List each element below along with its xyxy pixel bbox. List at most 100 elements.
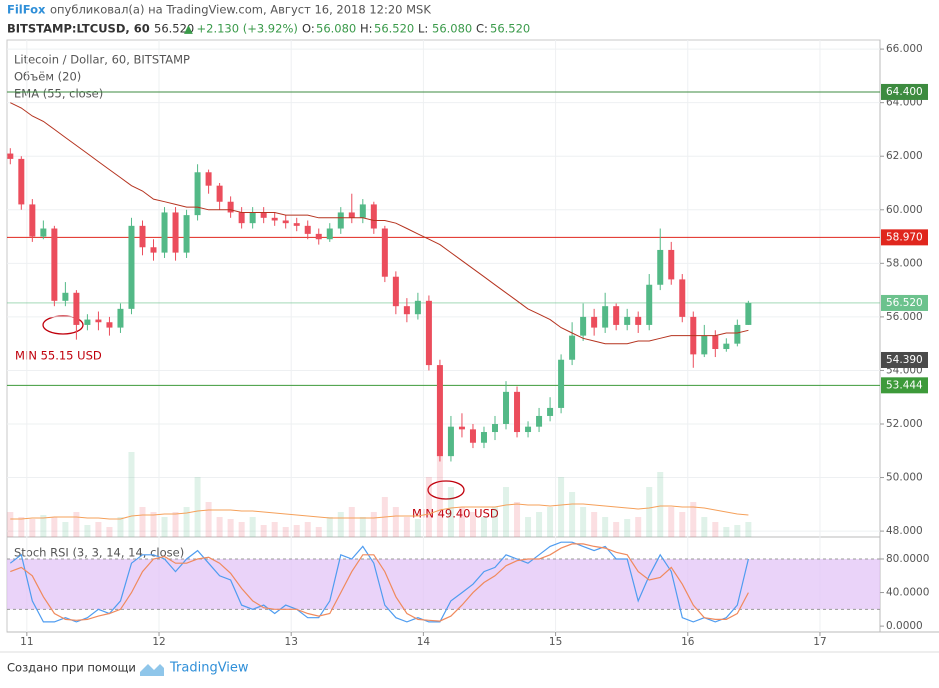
price-tag-label: 58.970 <box>886 231 923 243</box>
annotation-circle <box>42 315 84 335</box>
candle-body <box>536 415 543 427</box>
candle-body <box>580 316 587 336</box>
volume-bar <box>624 519 631 537</box>
candle-body <box>293 223 300 226</box>
candle-body <box>458 426 465 430</box>
volume-bar <box>469 512 476 537</box>
y-tick-label: 60.000 <box>886 204 923 216</box>
y-tick-label: 50.000 <box>886 472 923 484</box>
volume-bar <box>591 512 598 537</box>
volume-bar <box>745 522 752 537</box>
volume-bar <box>249 517 256 537</box>
candle-body <box>183 215 190 253</box>
volume-bar <box>7 512 14 537</box>
price-tag-label: 56.520 <box>886 297 923 309</box>
candle-body <box>712 335 719 350</box>
candle-body <box>547 407 554 416</box>
volume-bar <box>392 507 399 537</box>
candle-body <box>128 225 135 309</box>
candle-body <box>745 302 752 325</box>
candle-body <box>558 359 565 408</box>
candle-body <box>337 212 344 229</box>
x-tick-label: 14 <box>417 636 431 648</box>
y-tick-label: 66.000 <box>886 43 923 55</box>
price-tag <box>881 294 928 311</box>
candle-body <box>602 306 609 328</box>
volume-ma <box>10 503 749 520</box>
y-tick-label: 58.000 <box>886 257 923 269</box>
volume-bar <box>602 517 609 537</box>
y-tick-label: 62.000 <box>886 150 923 162</box>
last-price: 56.520 <box>154 22 194 36</box>
candle-body <box>668 249 675 280</box>
volume-bar <box>414 519 421 537</box>
candle-body <box>491 423 498 433</box>
candle-body <box>194 172 201 216</box>
annotation: MIN 49.40 USD <box>412 507 499 521</box>
annotation-circle <box>427 480 465 500</box>
candle-body <box>591 316 598 328</box>
candle-body <box>238 212 245 224</box>
volume-bar <box>40 515 47 537</box>
volume-bar <box>458 507 465 537</box>
volume-bar <box>480 517 487 537</box>
candle-body <box>95 319 102 323</box>
volume-bar <box>238 522 245 537</box>
volume-bar <box>227 519 234 537</box>
volume-bar <box>271 522 278 537</box>
ohlc-value: 56.520 <box>374 22 414 36</box>
author: FilFox <box>7 3 46 17</box>
volume-bar <box>613 522 620 537</box>
candle-body <box>326 228 333 240</box>
y-tick-label: 52.000 <box>886 418 923 430</box>
price-tag <box>881 83 928 100</box>
candle-body <box>359 204 366 218</box>
y-tick-label: 56.000 <box>886 311 923 323</box>
volume-bar <box>73 512 80 537</box>
volume-bar <box>84 525 91 537</box>
candle-body <box>139 225 146 248</box>
volume-bar <box>668 507 675 537</box>
volume-bar <box>337 512 344 537</box>
volume-bar <box>315 527 322 537</box>
volume-bar <box>514 502 521 537</box>
candle-body <box>315 233 322 240</box>
candle-body <box>701 335 708 355</box>
volume-bar <box>194 477 201 537</box>
rsi-band <box>7 558 880 610</box>
volume-bar <box>18 517 25 537</box>
volume-bar <box>293 525 300 537</box>
volume-bar <box>359 517 366 537</box>
candle-body <box>425 300 432 366</box>
x-tick-label: 13 <box>285 636 298 648</box>
candle-body <box>282 220 289 224</box>
rsi-line <box>10 543 749 622</box>
volume-bar <box>525 517 532 537</box>
candle-body <box>227 201 234 213</box>
candle-body <box>480 432 487 443</box>
candle-body <box>514 391 521 433</box>
price-tag <box>881 229 928 246</box>
y-tick-label: 48.000 <box>886 525 923 537</box>
candle-body <box>40 228 47 237</box>
candle-body <box>469 429 476 443</box>
x-tick-label: 15 <box>549 636 562 648</box>
candle-body <box>657 249 664 285</box>
candle-body <box>205 172 212 186</box>
volume-bar <box>161 517 168 537</box>
volume-bar <box>183 507 190 537</box>
x-tick-label: 12 <box>152 636 165 648</box>
volume-bar <box>558 477 565 537</box>
candle-body <box>150 247 157 253</box>
candle-body <box>414 300 421 315</box>
volume-bar <box>491 507 498 537</box>
volume-bar <box>29 519 36 537</box>
candle-body <box>106 322 113 328</box>
volume-bar <box>701 517 708 537</box>
candle-body <box>734 324 741 344</box>
ema-line <box>10 102 749 345</box>
publish-info: опубликовал(а) на TradingView.com, Авгус… <box>50 3 431 17</box>
footer-brand[interactable]: TradingView <box>169 661 249 676</box>
candle-body <box>117 308 124 328</box>
